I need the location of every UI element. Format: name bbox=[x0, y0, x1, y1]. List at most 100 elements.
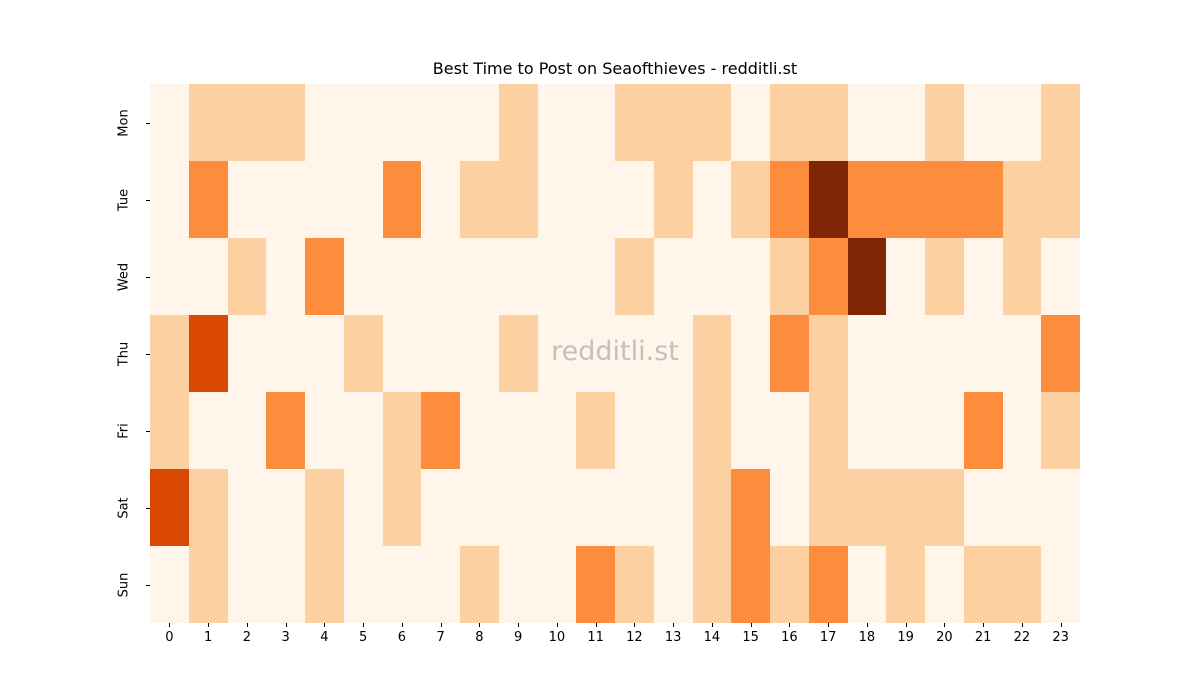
heatmap-cell bbox=[1041, 392, 1080, 469]
heatmap-cell bbox=[576, 84, 615, 161]
heatmap-cell bbox=[731, 238, 770, 315]
heatmap-cell bbox=[692, 469, 732, 546]
x-tick-label: 12 bbox=[615, 623, 654, 653]
heatmap-cell bbox=[615, 469, 654, 546]
x-tick-text: 0 bbox=[165, 630, 174, 645]
heatmap-cell bbox=[460, 161, 499, 238]
heatmap-cell bbox=[770, 84, 809, 161]
x-tick-label: 3 bbox=[266, 623, 305, 653]
heatmap-cell bbox=[963, 392, 1003, 469]
heatmap-cell bbox=[808, 392, 848, 469]
heatmap-cell bbox=[847, 546, 887, 623]
heatmap-cell bbox=[188, 392, 228, 469]
heatmap-cell bbox=[1041, 238, 1080, 315]
x-tick-text: 14 bbox=[703, 630, 721, 645]
heatmap-cell bbox=[150, 315, 189, 392]
heatmap-cell bbox=[576, 238, 615, 315]
x-tick-label: 0 bbox=[150, 623, 189, 653]
heatmap-cell bbox=[770, 469, 809, 546]
x-tick-mark bbox=[169, 623, 171, 627]
heatmap-cell bbox=[847, 392, 887, 469]
x-tick-mark bbox=[363, 623, 365, 627]
heatmap-cell bbox=[692, 238, 732, 315]
x-tick-mark bbox=[750, 623, 752, 627]
heatmap-cell bbox=[847, 238, 887, 315]
x-tick-mark bbox=[789, 623, 791, 627]
heatmap-cell bbox=[150, 392, 189, 469]
heatmap-cell bbox=[770, 161, 809, 238]
heatmap-cell bbox=[498, 392, 538, 469]
heatmap-cell bbox=[537, 469, 577, 546]
x-tick-label: 2 bbox=[228, 623, 267, 653]
x-tick-label: 11 bbox=[576, 623, 615, 653]
y-tick-label: Tue bbox=[0, 161, 150, 238]
heatmap-cell bbox=[460, 469, 499, 546]
heatmap-cell bbox=[886, 546, 925, 623]
x-tick-label: 19 bbox=[886, 623, 925, 653]
x-tick-label: 8 bbox=[460, 623, 499, 653]
heatmap-cell bbox=[421, 469, 460, 546]
heatmap-cell bbox=[188, 469, 228, 546]
heatmap-cell bbox=[421, 161, 460, 238]
x-tick-mark bbox=[440, 623, 442, 627]
heatmap-cell bbox=[731, 84, 770, 161]
x-tick-mark bbox=[828, 623, 830, 627]
heatmap-cell bbox=[188, 546, 228, 623]
heatmap-cell bbox=[576, 315, 615, 392]
heatmap-cell bbox=[886, 315, 925, 392]
heatmap-cell bbox=[731, 392, 770, 469]
heatmap-cell bbox=[731, 469, 770, 546]
heatmap-cell bbox=[537, 238, 577, 315]
heatmap-cell bbox=[188, 315, 228, 392]
heatmap-cell bbox=[305, 238, 344, 315]
y-tick-label: Thu bbox=[0, 315, 150, 392]
heatmap-cell bbox=[537, 546, 577, 623]
heatmap-cell bbox=[963, 469, 1003, 546]
x-tick-mark bbox=[324, 623, 326, 627]
heatmap-cell bbox=[460, 84, 499, 161]
heatmap-cell bbox=[460, 392, 499, 469]
x-tick-mark bbox=[556, 623, 558, 627]
x-tick-label: 20 bbox=[925, 623, 964, 653]
y-tick-mark bbox=[146, 584, 150, 586]
y-tick-text: Sun bbox=[116, 572, 132, 597]
heatmap-cell bbox=[576, 392, 615, 469]
heatmap-cell bbox=[537, 84, 577, 161]
heatmap-cell bbox=[770, 238, 809, 315]
heatmap-cell bbox=[808, 546, 848, 623]
heatmap-cell bbox=[692, 315, 732, 392]
heatmap-cell bbox=[188, 84, 228, 161]
heatmap-cell bbox=[808, 315, 848, 392]
heatmap-cell bbox=[266, 315, 305, 392]
x-tick-text: 13 bbox=[664, 630, 682, 645]
heatmap-cell bbox=[731, 546, 770, 623]
heatmap-cell bbox=[382, 392, 422, 469]
x-tick-text: 19 bbox=[897, 630, 914, 645]
heatmap-cell bbox=[305, 392, 344, 469]
x-tick-text: 7 bbox=[436, 630, 445, 645]
x-tick-text: 1 bbox=[203, 630, 213, 645]
x-tick-text: 15 bbox=[742, 630, 759, 645]
y-tick-text: Thu bbox=[116, 341, 132, 366]
heatmap-cell bbox=[963, 84, 1003, 161]
heatmap-cell bbox=[576, 546, 615, 623]
heatmap-cell bbox=[808, 469, 848, 546]
heatmap-cell bbox=[576, 161, 615, 238]
heatmap-cell bbox=[692, 392, 732, 469]
heatmap-cell bbox=[615, 238, 654, 315]
heatmap-cell bbox=[188, 161, 228, 238]
x-tick-text: 21 bbox=[974, 630, 992, 645]
y-tick-mark bbox=[146, 122, 150, 124]
heatmap-cell bbox=[227, 84, 267, 161]
heatmap-cell bbox=[421, 84, 460, 161]
heatmap-cell bbox=[188, 238, 228, 315]
x-tick-label: 9 bbox=[499, 623, 538, 653]
heatmap-cell bbox=[886, 392, 925, 469]
x-tick-label: 18 bbox=[848, 623, 887, 653]
heatmap-cell bbox=[266, 392, 305, 469]
heatmap-cell bbox=[227, 469, 267, 546]
y-axis: Mon Tue Wed Thu Fri Sat Sun bbox=[0, 84, 150, 623]
heatmap-cell bbox=[382, 238, 422, 315]
heatmap-cell bbox=[421, 546, 460, 623]
heatmap-cell bbox=[653, 161, 693, 238]
